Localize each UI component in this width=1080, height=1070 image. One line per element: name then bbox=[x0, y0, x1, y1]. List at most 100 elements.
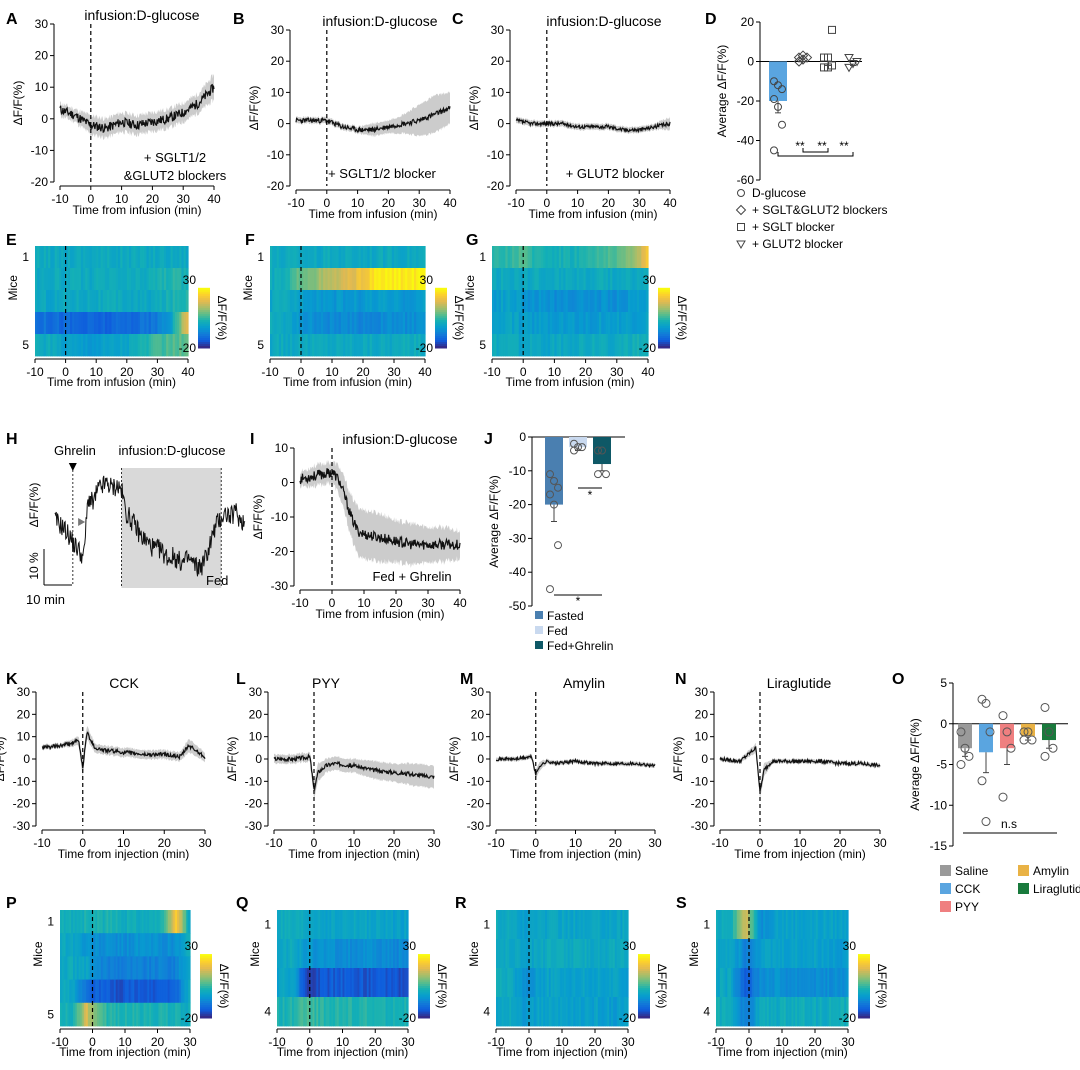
heat-cell bbox=[597, 997, 601, 1027]
heat-cell bbox=[757, 910, 760, 940]
y-axis-label: ΔF/F(%) bbox=[11, 81, 25, 126]
heat-cell bbox=[378, 312, 382, 335]
heat-cell bbox=[369, 290, 373, 313]
heat-cell bbox=[94, 290, 97, 313]
heat-cell bbox=[795, 997, 798, 1027]
heat-cell bbox=[278, 334, 282, 357]
heat-cell bbox=[293, 910, 297, 940]
heat-cell bbox=[740, 910, 743, 940]
heat-cell bbox=[810, 997, 813, 1027]
legend-label: + GLUT2 blocker bbox=[752, 237, 843, 251]
heat-cell bbox=[333, 910, 336, 940]
x-tick-label: 20 bbox=[602, 196, 616, 210]
heat-cell bbox=[577, 939, 580, 969]
heat-cell bbox=[529, 290, 533, 313]
colorbar-step bbox=[858, 1003, 870, 1006]
heat-cell bbox=[562, 997, 565, 1027]
colorbar-step bbox=[418, 977, 430, 981]
heat-cell bbox=[389, 968, 392, 998]
heat-cell bbox=[39, 334, 43, 357]
heat-cell bbox=[296, 334, 300, 357]
heat-cell bbox=[69, 334, 73, 357]
dip-arrow bbox=[78, 518, 86, 526]
heat-cell bbox=[396, 290, 400, 313]
heat-cell bbox=[67, 910, 70, 934]
heat-cell bbox=[296, 312, 300, 335]
heat-cell bbox=[303, 997, 306, 1027]
x-tick-label: 0 bbox=[532, 836, 539, 850]
heat-cell bbox=[318, 290, 322, 313]
heat-cell bbox=[800, 997, 804, 1027]
heat-cell bbox=[529, 968, 533, 998]
heat-cell bbox=[394, 312, 397, 335]
colorbar-step bbox=[658, 315, 670, 319]
heat-cell bbox=[132, 979, 135, 1004]
heat-cell bbox=[815, 910, 819, 940]
heat-cell bbox=[72, 246, 75, 269]
colorbar-step bbox=[658, 297, 670, 301]
heat-cell bbox=[418, 246, 422, 269]
colorbar-step bbox=[435, 337, 447, 341]
y-tick-label: 0 bbox=[701, 752, 708, 766]
heat-cell bbox=[387, 997, 390, 1027]
row-label: 4 bbox=[483, 1005, 490, 1019]
x-tick-label: 30 bbox=[427, 836, 441, 850]
heat-cell bbox=[52, 334, 56, 357]
heat-cell bbox=[734, 910, 738, 940]
heat-cell bbox=[821, 968, 825, 998]
heat-cell bbox=[104, 910, 108, 934]
heat-cell bbox=[150, 290, 154, 313]
heat-cell bbox=[585, 312, 589, 335]
heat-cell bbox=[359, 997, 362, 1027]
x-tick-label: 40 bbox=[181, 365, 195, 379]
heat-cell bbox=[131, 312, 134, 335]
x-axis-label: Time from infusion (min) bbox=[529, 207, 658, 221]
heat-cell bbox=[318, 246, 322, 269]
heat-cell bbox=[107, 290, 110, 313]
heat-cell bbox=[115, 933, 119, 957]
y-tick-label: 0 bbox=[255, 752, 262, 766]
heat-cell bbox=[596, 290, 600, 313]
heat-cell bbox=[155, 268, 158, 291]
heat-cell bbox=[185, 290, 189, 313]
heat-cell bbox=[159, 268, 163, 291]
heat-cell bbox=[48, 268, 51, 291]
heat-cell bbox=[746, 997, 749, 1027]
annotation: &GLUT2 blockers bbox=[124, 168, 227, 183]
colorbar-step bbox=[435, 295, 447, 299]
colorbar-label: ΔF/F(%) bbox=[655, 964, 669, 1009]
heat-cell bbox=[416, 268, 419, 291]
heat-cell bbox=[357, 997, 360, 1027]
heat-cell bbox=[846, 939, 849, 969]
heat-cell bbox=[312, 997, 316, 1027]
colorbar-step bbox=[858, 1007, 870, 1010]
y-tick-label: 20 bbox=[491, 54, 505, 68]
heat-cell bbox=[400, 334, 404, 357]
heat-cell bbox=[524, 910, 527, 940]
colorbar-min: -20 bbox=[839, 1011, 857, 1025]
x-axis-label: Time from infusion (min) bbox=[309, 207, 438, 221]
heat-cell bbox=[329, 246, 333, 269]
heat-cell bbox=[616, 312, 620, 335]
heat-cell bbox=[54, 312, 58, 335]
row-label: 5 bbox=[22, 338, 29, 352]
heat-cell bbox=[549, 312, 553, 335]
heat-cell bbox=[131, 268, 134, 291]
heat-cell bbox=[60, 910, 63, 934]
heat-cell bbox=[148, 246, 152, 269]
heat-cell bbox=[512, 268, 515, 291]
heat-cell bbox=[571, 910, 574, 940]
heat-cell bbox=[610, 290, 613, 313]
heat-cell bbox=[567, 939, 571, 969]
heat-cell bbox=[358, 246, 362, 269]
heat-cell bbox=[179, 246, 183, 269]
heat-cell bbox=[74, 910, 78, 934]
heat-cell bbox=[63, 268, 67, 291]
heat-cell bbox=[765, 997, 768, 1027]
panel-label: H bbox=[6, 431, 18, 448]
heat-cell bbox=[719, 968, 723, 998]
x-tick-label: 30 bbox=[387, 365, 401, 379]
heat-cell bbox=[151, 933, 154, 957]
heat-cell bbox=[347, 268, 351, 291]
heat-cell bbox=[574, 312, 578, 335]
